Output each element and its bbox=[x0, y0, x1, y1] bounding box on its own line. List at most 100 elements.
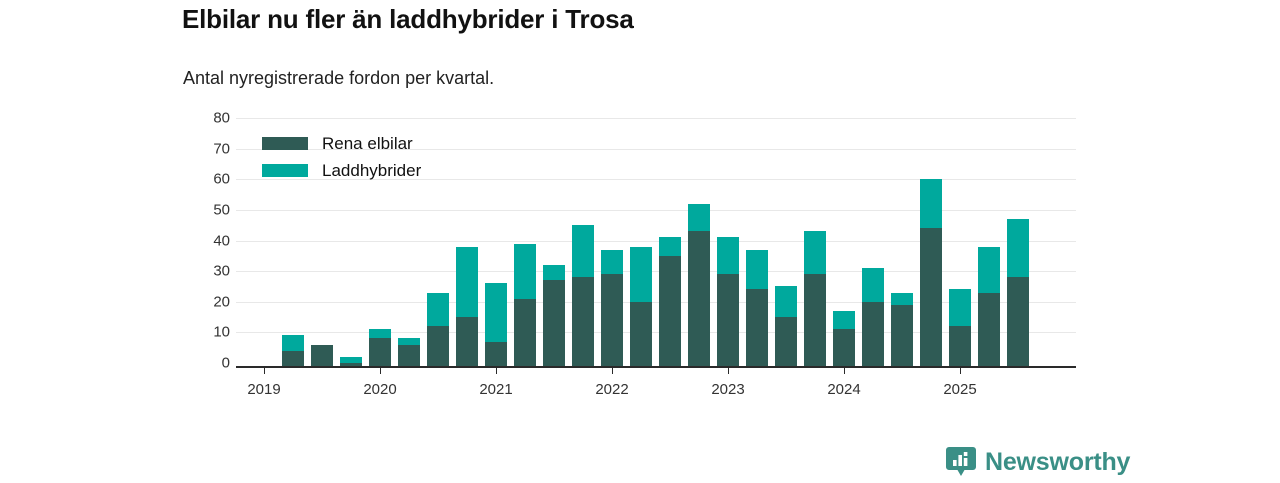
bar-segment bbox=[659, 237, 681, 256]
y-axis-tick-label: 0 bbox=[221, 354, 230, 372]
bar-segment bbox=[340, 362, 362, 366]
x-axis-tick bbox=[728, 366, 729, 374]
bar-segment bbox=[949, 326, 971, 366]
bar-segment bbox=[949, 289, 971, 327]
bar-segment bbox=[804, 231, 826, 275]
bar-segment bbox=[978, 292, 1000, 366]
gridline bbox=[236, 118, 1076, 119]
y-axis-tick-label: 40 bbox=[213, 232, 230, 249]
x-axis-tick-label: 2021 bbox=[479, 381, 513, 398]
y-axis: 0 10 20 30 40 50 60 70 80 bbox=[186, 110, 230, 372]
bar-segment bbox=[1007, 219, 1029, 278]
x-axis-tick bbox=[960, 366, 961, 374]
bar-segment bbox=[862, 301, 884, 366]
bar-group[interactable] bbox=[398, 338, 420, 366]
bar-segment bbox=[282, 350, 304, 366]
bar-group[interactable] bbox=[1007, 219, 1029, 366]
bar-segment bbox=[398, 344, 420, 366]
page-title: Elbilar nu fler än laddhybrider i Trosa bbox=[182, 4, 634, 34]
bar-segment bbox=[601, 274, 623, 366]
bar-segment bbox=[717, 237, 739, 275]
bar-segment bbox=[746, 249, 768, 290]
bar-group[interactable] bbox=[340, 356, 362, 366]
bar-segment bbox=[514, 243, 536, 299]
y-axis-tick-label: 50 bbox=[213, 201, 230, 219]
bar-group[interactable] bbox=[775, 286, 797, 366]
bar-segment bbox=[746, 289, 768, 366]
bar-segment bbox=[601, 249, 623, 275]
bar-segment bbox=[688, 231, 710, 366]
bar-group[interactable] bbox=[688, 203, 710, 366]
bar-group[interactable] bbox=[978, 246, 1000, 366]
bar-segment bbox=[369, 338, 391, 366]
legend-item-rena-elbilar[interactable]: Rena elbilar bbox=[262, 134, 421, 153]
bar-segment bbox=[920, 179, 942, 229]
bar-segment bbox=[572, 277, 594, 366]
bar-segment bbox=[833, 310, 855, 330]
bar-segment bbox=[427, 326, 449, 366]
bar-segment bbox=[456, 246, 478, 317]
gridline bbox=[236, 179, 1076, 181]
bar-group[interactable] bbox=[949, 289, 971, 366]
gridline bbox=[236, 332, 1076, 334]
bar-segment bbox=[659, 255, 681, 366]
bar-group[interactable] bbox=[717, 237, 739, 366]
bar-group[interactable] bbox=[514, 243, 536, 366]
x-axis-line bbox=[236, 366, 1076, 368]
gridline bbox=[236, 209, 1076, 211]
bar-segment bbox=[485, 341, 507, 366]
bar-series-layer bbox=[236, 121, 1076, 366]
bar-segment bbox=[543, 280, 565, 366]
bar-segment bbox=[775, 317, 797, 366]
bar-segment bbox=[891, 292, 913, 305]
bar-segment bbox=[630, 301, 652, 366]
bar-group[interactable] bbox=[746, 249, 768, 366]
bar-group[interactable] bbox=[659, 237, 681, 366]
legend-item-label: Rena elbilar bbox=[322, 133, 413, 153]
y-axis-tick-label: 30 bbox=[213, 262, 230, 280]
bar-group[interactable] bbox=[572, 225, 594, 366]
bar-segment bbox=[427, 292, 449, 327]
bar-segment bbox=[804, 274, 826, 366]
x-axis-tick-label: 2023 bbox=[711, 381, 745, 398]
bar-group[interactable] bbox=[282, 335, 304, 366]
bar-segment bbox=[398, 338, 420, 345]
y-axis-tick-label: 80 bbox=[213, 109, 230, 127]
bar-group[interactable] bbox=[311, 344, 333, 366]
legend: Rena elbilar Laddhybrider bbox=[262, 134, 421, 188]
bar-segment bbox=[1007, 277, 1029, 366]
bar-segment bbox=[717, 274, 739, 366]
bar-group[interactable] bbox=[601, 249, 623, 366]
x-axis-tick bbox=[380, 366, 381, 374]
bar-segment bbox=[891, 304, 913, 366]
bar-group[interactable] bbox=[427, 292, 449, 366]
x-axis-tick-label: 2025 bbox=[943, 381, 977, 398]
gridline bbox=[236, 271, 1076, 273]
gridline bbox=[236, 240, 1076, 242]
bar-group[interactable] bbox=[543, 264, 565, 366]
bar-group[interactable] bbox=[485, 283, 507, 366]
bar-group[interactable] bbox=[804, 231, 826, 366]
x-axis-tick-label: 2020 bbox=[363, 381, 397, 398]
bar-segment bbox=[485, 283, 507, 342]
bar-group[interactable] bbox=[833, 310, 855, 366]
legend-swatch-icon bbox=[262, 137, 308, 150]
bar-segment bbox=[456, 317, 478, 366]
x-axis-tick-label: 2019 bbox=[247, 381, 281, 398]
legend-swatch-icon bbox=[262, 164, 308, 177]
bar-group[interactable] bbox=[456, 246, 478, 366]
bar-group[interactable] bbox=[369, 329, 391, 366]
newsworthy-wordmark: Newsworthy bbox=[985, 447, 1131, 476]
x-axis-tick bbox=[844, 366, 845, 374]
chart-subtitle: Antal nyregistrerade fordon per kvartal. bbox=[183, 68, 495, 88]
bar-group[interactable] bbox=[862, 268, 884, 366]
bar-segment bbox=[543, 264, 565, 281]
y-axis-tick-label: 20 bbox=[213, 293, 230, 311]
bar-group[interactable] bbox=[920, 179, 942, 366]
bar-group[interactable] bbox=[891, 292, 913, 366]
bar-group[interactable] bbox=[630, 246, 652, 366]
newsworthy-logo[interactable]: Newsworthy bbox=[946, 446, 1130, 478]
y-axis-tick-label: 60 bbox=[213, 170, 230, 188]
legend-item-laddhybrider[interactable]: Laddhybrider bbox=[262, 161, 421, 180]
